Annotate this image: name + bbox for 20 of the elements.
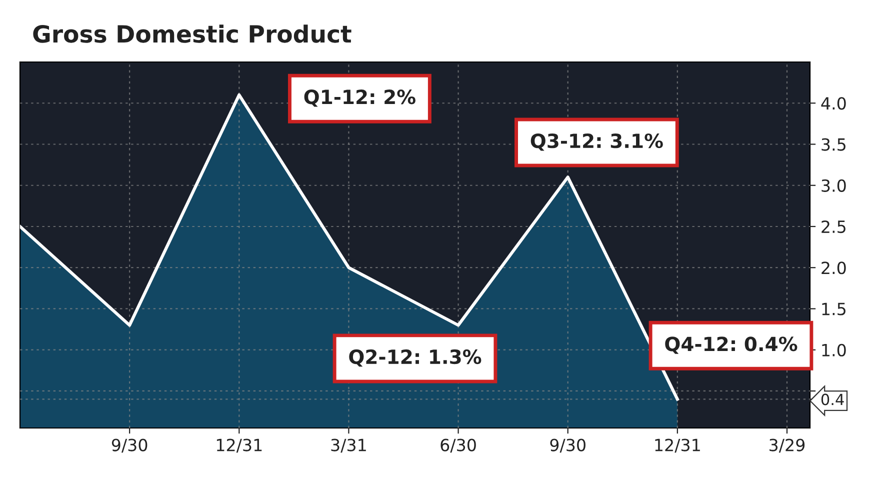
x-tick-label: 9/30 <box>112 438 148 453</box>
y-tick-label: 1.0 <box>822 344 846 356</box>
x-tick-label: 3/31 <box>331 438 366 453</box>
annotation: Q4-12: 0.4% <box>665 336 798 354</box>
chart-title: Gross Domestic Product <box>33 24 352 43</box>
y-tick-label: 3.0 <box>822 179 846 192</box>
annotation: Q3-12: 3.1% <box>530 133 663 151</box>
annotation: Q1-12: 2% <box>304 90 416 107</box>
x-tick-label: 12/31 <box>216 438 262 453</box>
y-tick-label: 2.0 <box>822 262 846 274</box>
x-tick-label: 6/30 <box>440 438 476 453</box>
y-tick-label: 0.4 <box>821 394 844 406</box>
x-tick-label: 3/29 <box>770 438 805 453</box>
y-tick-label: 3.5 <box>822 138 846 151</box>
y-tick-label: 4.0 <box>821 97 846 110</box>
x-tick-label: 9/30 <box>550 438 586 453</box>
annotation: Q2-12: 1.3% <box>349 349 482 367</box>
y-tick-label: 1.5 <box>822 302 846 316</box>
y-tick-label: 2.5 <box>822 220 846 234</box>
x-tick-label: 12/31 <box>655 438 700 453</box>
